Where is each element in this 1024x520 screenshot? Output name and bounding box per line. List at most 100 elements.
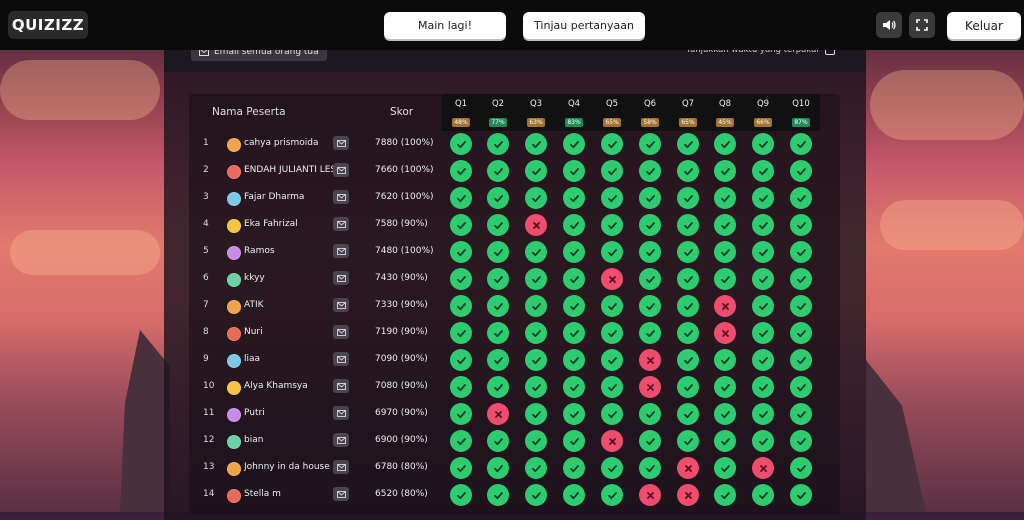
answer-correct[interactable] xyxy=(450,484,472,506)
participant-row[interactable]: 7 ATIK 7330 (90%) xyxy=(189,293,840,320)
answer-correct[interactable] xyxy=(601,160,623,182)
answer-correct[interactable] xyxy=(639,214,661,236)
answer-correct[interactable] xyxy=(752,295,774,317)
answer-correct[interactable] xyxy=(639,268,661,290)
answer-correct[interactable] xyxy=(450,349,472,371)
answer-correct[interactable] xyxy=(639,430,661,452)
answer-correct[interactable] xyxy=(677,214,699,236)
question-header-4[interactable]: Q4 83% xyxy=(559,99,589,128)
answer-correct[interactable] xyxy=(563,457,585,479)
answer-correct[interactable] xyxy=(450,268,472,290)
play-again-button[interactable]: Main lagi! xyxy=(384,12,506,39)
email-parent-button[interactable] xyxy=(333,325,349,339)
answer-correct[interactable] xyxy=(563,376,585,398)
question-header-9[interactable]: Q9 66% xyxy=(748,99,778,128)
answer-correct[interactable] xyxy=(790,376,812,398)
answer-correct[interactable] xyxy=(714,214,736,236)
answer-wrong[interactable] xyxy=(677,484,699,506)
participant-row[interactable]: 3 Fajar Dharma 7620 (100%) xyxy=(189,185,840,212)
answer-correct[interactable] xyxy=(639,187,661,209)
answer-correct[interactable] xyxy=(525,484,547,506)
answer-correct[interactable] xyxy=(450,241,472,263)
participant-row[interactable]: 6 kkyy 7430 (90%) xyxy=(189,266,840,293)
answer-correct[interactable] xyxy=(487,457,509,479)
answer-correct[interactable] xyxy=(487,241,509,263)
answer-correct[interactable] xyxy=(601,457,623,479)
answer-correct[interactable] xyxy=(601,484,623,506)
answer-correct[interactable] xyxy=(601,214,623,236)
answer-correct[interactable] xyxy=(677,187,699,209)
answer-correct[interactable] xyxy=(752,430,774,452)
participant-row[interactable]: 12 bian 6900 (90%) xyxy=(189,428,840,455)
answer-correct[interactable] xyxy=(790,403,812,425)
answer-correct[interactable] xyxy=(677,160,699,182)
question-header-1[interactable]: Q1 48% xyxy=(446,99,476,128)
answer-correct[interactable] xyxy=(487,349,509,371)
email-parent-button[interactable] xyxy=(333,460,349,474)
participant-row[interactable]: 2 ENDAH JULIANTI LESTARI 7660 (100%) xyxy=(189,158,840,185)
answer-correct[interactable] xyxy=(752,160,774,182)
answer-correct[interactable] xyxy=(752,214,774,236)
answer-correct[interactable] xyxy=(563,133,585,155)
answer-correct[interactable] xyxy=(752,268,774,290)
answer-correct[interactable] xyxy=(714,457,736,479)
answer-correct[interactable] xyxy=(487,214,509,236)
answer-correct[interactable] xyxy=(450,160,472,182)
answer-correct[interactable] xyxy=(677,376,699,398)
answer-correct[interactable] xyxy=(487,376,509,398)
answer-correct[interactable] xyxy=(790,322,812,344)
participant-row[interactable]: 4 Eka Fahrizal 7580 (90%) xyxy=(189,212,840,239)
answer-correct[interactable] xyxy=(752,484,774,506)
answer-correct[interactable] xyxy=(790,430,812,452)
answer-correct[interactable] xyxy=(487,484,509,506)
email-parent-button[interactable] xyxy=(333,217,349,231)
fullscreen-button[interactable] xyxy=(909,12,935,38)
answer-correct[interactable] xyxy=(487,295,509,317)
answer-wrong[interactable] xyxy=(714,295,736,317)
quizizz-logo[interactable]: QUIZIZZ xyxy=(8,11,88,39)
answer-correct[interactable] xyxy=(639,457,661,479)
participant-row[interactable]: 1 cahya prismoida 7880 (100%) xyxy=(189,131,840,158)
answer-correct[interactable] xyxy=(450,214,472,236)
answer-correct[interactable] xyxy=(790,268,812,290)
answer-correct[interactable] xyxy=(601,187,623,209)
answer-correct[interactable] xyxy=(790,187,812,209)
participant-row[interactable]: 14 Stella m 6520 (80%) xyxy=(189,482,840,509)
answer-correct[interactable] xyxy=(487,160,509,182)
answer-correct[interactable] xyxy=(450,403,472,425)
answer-correct[interactable] xyxy=(525,268,547,290)
participant-row[interactable]: 5 Ramos 7480 (100%) xyxy=(189,239,840,266)
answer-correct[interactable] xyxy=(752,403,774,425)
participant-row[interactable]: 8 Nuri 7190 (90%) xyxy=(189,320,840,347)
answer-correct[interactable] xyxy=(525,295,547,317)
email-parent-button[interactable] xyxy=(333,244,349,258)
participant-row[interactable]: 9 liaa 7090 (90%) xyxy=(189,347,840,374)
answer-correct[interactable] xyxy=(563,295,585,317)
email-parent-button[interactable] xyxy=(333,163,349,177)
review-questions-button[interactable]: Tinjau pertanyaan xyxy=(523,12,645,39)
answer-wrong[interactable] xyxy=(639,484,661,506)
answer-correct[interactable] xyxy=(601,322,623,344)
answer-correct[interactable] xyxy=(790,160,812,182)
answer-correct[interactable] xyxy=(677,295,699,317)
answer-correct[interactable] xyxy=(601,241,623,263)
answer-correct[interactable] xyxy=(677,403,699,425)
answer-correct[interactable] xyxy=(790,295,812,317)
answer-correct[interactable] xyxy=(790,484,812,506)
answer-correct[interactable] xyxy=(601,133,623,155)
email-parent-button[interactable] xyxy=(333,433,349,447)
answer-correct[interactable] xyxy=(714,268,736,290)
question-header-6[interactable]: Q6 58% xyxy=(635,99,665,128)
answer-correct[interactable] xyxy=(714,349,736,371)
answer-correct[interactable] xyxy=(714,403,736,425)
question-header-10[interactable]: Q10 87% xyxy=(786,99,816,128)
answer-correct[interactable] xyxy=(639,133,661,155)
answer-wrong[interactable] xyxy=(639,349,661,371)
question-header-8[interactable]: Q8 45% xyxy=(710,99,740,128)
participant-row[interactable]: 11 Putri 6970 (90%) xyxy=(189,401,840,428)
answer-correct[interactable] xyxy=(525,187,547,209)
answer-correct[interactable] xyxy=(752,133,774,155)
answer-correct[interactable] xyxy=(487,133,509,155)
answer-wrong[interactable] xyxy=(677,457,699,479)
answer-correct[interactable] xyxy=(601,403,623,425)
